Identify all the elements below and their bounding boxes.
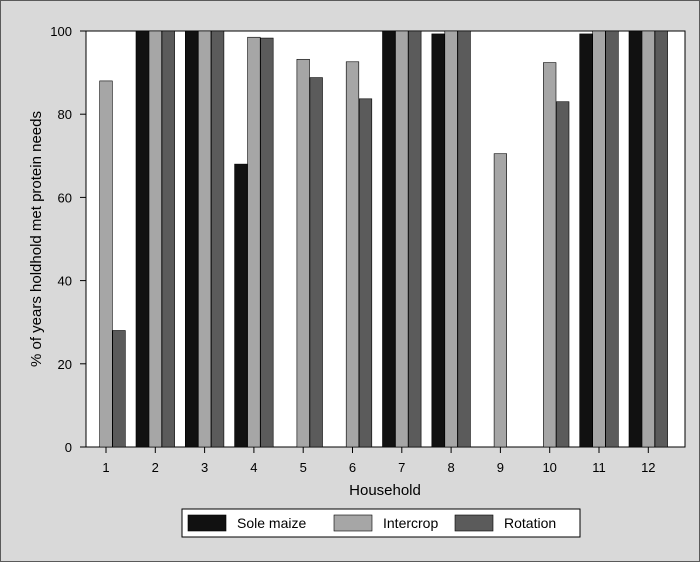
- bar-intercrop-household-12: [641, 30, 655, 448]
- legend-label-sole-maize: Sole maize: [237, 515, 306, 531]
- bar-sole-maize-household-11: [579, 33, 593, 448]
- bar-rotation-household-1: [112, 330, 126, 448]
- x-tick-label: 12: [641, 460, 655, 475]
- x-tick-label: 4: [250, 460, 257, 475]
- bar-rotation-household-6: [358, 98, 373, 448]
- legend-label-intercrop: Intercrop: [383, 515, 438, 531]
- bar-rotation-household-2: [161, 30, 175, 448]
- x-tick-label: 2: [152, 460, 159, 475]
- bar-intercrop-household-5: [296, 58, 310, 448]
- bar-intercrop-household-10: [543, 62, 557, 448]
- bar-intercrop-household-4: [247, 36, 261, 448]
- x-tick-label: 7: [398, 460, 405, 475]
- bar-intercrop-household-9: [493, 153, 508, 448]
- bar-intercrop-household-1: [99, 80, 113, 448]
- legend-swatch-sole-maize: [187, 514, 227, 532]
- bar-sole-maize-household-2: [135, 30, 149, 448]
- bar-sole-maize-household-12: [628, 30, 642, 448]
- bar-sole-maize-household-4: [234, 163, 248, 448]
- x-tick-label: 6: [349, 460, 356, 475]
- y-tick-label: 100: [50, 24, 72, 39]
- bar-rotation-household-7: [408, 30, 422, 448]
- x-tick-label: 10: [542, 460, 556, 475]
- bar-intercrop-household-7: [395, 30, 409, 448]
- bar-intercrop-household-11: [592, 30, 606, 448]
- x-tick-label: 9: [497, 460, 504, 475]
- x-axis-title: Household: [349, 482, 421, 499]
- bar-rotation-household-8: [457, 30, 471, 448]
- y-axis-title: % of years holdhold met protein needs: [28, 111, 45, 367]
- bar-sole-maize-household-3: [185, 30, 199, 448]
- bar-sole-maize-household-8: [431, 33, 445, 448]
- legend-swatch-rotation: [454, 514, 494, 532]
- x-tick-label: 3: [201, 460, 208, 475]
- bar-rotation-household-3: [211, 30, 225, 448]
- bar-rotation-household-10: [556, 101, 570, 448]
- x-tick-label: 1: [102, 460, 109, 475]
- bar-intercrop-household-6: [345, 61, 360, 448]
- legend: Sole maize Intercrop Rotation: [181, 508, 581, 538]
- legend-swatch-intercrop: [333, 514, 373, 532]
- y-tick-label: 20: [58, 357, 72, 372]
- bar-rotation-household-11: [605, 30, 619, 448]
- y-tick-label: 40: [58, 274, 72, 289]
- bar-sole-maize-household-7: [382, 30, 396, 448]
- bar-intercrop-household-8: [444, 30, 458, 448]
- bar-intercrop-household-3: [198, 30, 212, 448]
- bar-rotation-household-5: [309, 77, 323, 448]
- legend-label-rotation: Rotation: [504, 515, 556, 531]
- bars-group: [99, 30, 668, 448]
- x-tick-label: 5: [300, 460, 307, 475]
- bar-rotation-household-4: [260, 37, 274, 448]
- bar-rotation-household-12: [654, 30, 668, 448]
- y-tick-label: 80: [58, 107, 72, 122]
- y-tick-label: 0: [65, 440, 72, 455]
- legend-box: [181, 508, 581, 538]
- bar-intercrop-household-2: [148, 30, 162, 448]
- y-tick-label: 60: [58, 190, 72, 205]
- x-tick-label: 8: [447, 460, 454, 475]
- x-tick-label: 11: [592, 460, 606, 475]
